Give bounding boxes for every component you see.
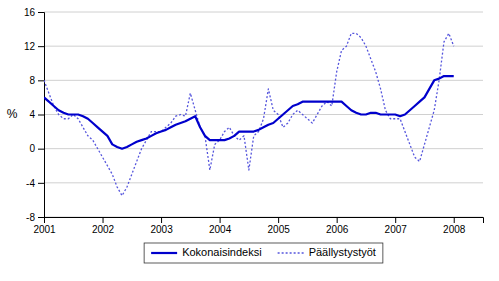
series-line [44, 76, 454, 149]
x-axis: 2001 2002 2003 2004 2005 2006 2007 2008 [33, 217, 483, 235]
tick-label: 16 [24, 7, 36, 18]
tick-mark [161, 217, 162, 223]
chart-container: 2001 2002 2003 2004 2005 2006 2007 2008 -8 -4 0 4 8 1… [0, 0, 499, 281]
lines [44, 33, 454, 195]
tick-mark [38, 46, 44, 47]
tick-label: 2005 [268, 224, 291, 235]
grid-line [44, 148, 483, 149]
tick-mark [337, 217, 338, 223]
legend-box [144, 243, 383, 263]
tick-label: 8 [29, 75, 35, 86]
legend-label: Kokonaisindeksi [182, 246, 262, 258]
x-tick: 2006 [326, 217, 349, 235]
y-tick: -8 [26, 212, 44, 223]
tick-mark [38, 183, 44, 184]
tick-mark [278, 217, 279, 223]
tick-mark [38, 12, 44, 13]
x-tick: 2007 [385, 217, 408, 235]
y-tick: 0 [29, 143, 44, 154]
x-tick: 2005 [268, 217, 291, 235]
tick-label: 0 [29, 143, 35, 154]
chart-svg: 2001 2002 2003 2004 2005 2006 2007 2008 -8 -4 0 4 8 1… [0, 0, 499, 281]
x-tick: 2002 [92, 217, 115, 235]
y-axis: -8 -4 0 4 8 12 16 [24, 7, 45, 223]
tick-mark [38, 80, 44, 81]
grid-line [44, 46, 483, 47]
legend-swatch [278, 252, 304, 253]
grid [44, 12, 483, 217]
tick-mark [103, 217, 104, 223]
legend-item: Päällystystyöt [278, 246, 376, 258]
x-tick: 2004 [209, 217, 232, 235]
axis-domain [38, 13, 45, 218]
x-tick: 2008 [443, 217, 466, 235]
tick-mark [38, 217, 44, 218]
tick-label: 2002 [92, 224, 115, 235]
grid-line [44, 182, 483, 183]
tick-label: 2004 [209, 224, 232, 235]
tick-label: 12 [24, 41, 36, 52]
tick-label: 2008 [443, 224, 466, 235]
y-tick: 8 [29, 75, 44, 86]
grid-line [44, 114, 483, 115]
tick-label: 2001 [33, 224, 56, 235]
tick-mark [395, 217, 396, 223]
tick-mark [38, 149, 44, 150]
y-tick: -4 [26, 178, 44, 189]
tick-label: -4 [26, 178, 35, 189]
legend-label: Päällystystyöt [309, 246, 376, 258]
x-tick: 2001 [33, 217, 56, 235]
plot: 2001 2002 2003 2004 2005 2006 2007 2008 -8 -4 0 4 8 1… [24, 7, 484, 235]
tick-label: 2006 [326, 224, 349, 235]
tick-label: 2007 [385, 224, 408, 235]
tick-label: -8 [26, 212, 35, 223]
grid-line [44, 12, 483, 13]
legend: Kokonaisindeksi Päällystystyöt [144, 243, 383, 263]
x-tick: 2003 [150, 217, 173, 235]
tick-label: 4 [29, 109, 35, 120]
y-axis-label: % [7, 107, 18, 121]
tick-mark [38, 115, 44, 116]
tick-label: 2003 [150, 224, 173, 235]
legend-swatch [151, 252, 177, 254]
grid-line [44, 80, 483, 81]
tick-mark [454, 217, 455, 223]
legend-item: Kokonaisindeksi [151, 246, 262, 258]
y-tick: 4 [29, 109, 44, 120]
axis-domain [45, 218, 484, 224]
y-tick: 16 [24, 7, 44, 18]
series-line [44, 33, 454, 195]
tick-mark [220, 217, 221, 223]
y-tick: 12 [24, 41, 44, 52]
